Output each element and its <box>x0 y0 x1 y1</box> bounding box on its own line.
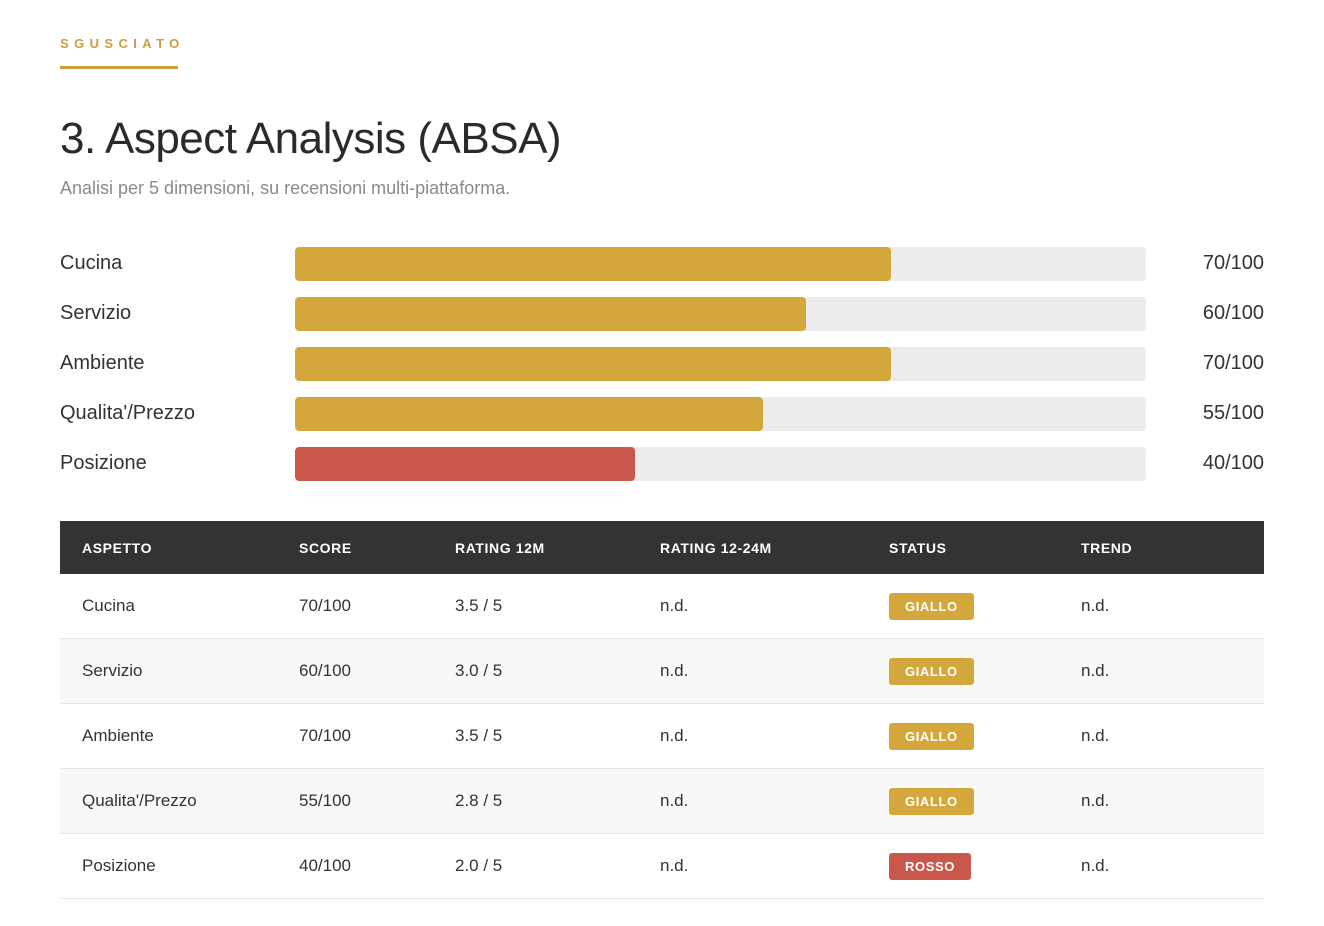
aspect-bar-track <box>295 247 1146 281</box>
table-row: Ambiente 70/100 3.5 / 5 n.d. GIALLO n.d. <box>60 703 1264 769</box>
aspect-bar-label: Posizione <box>60 452 147 474</box>
table-row: Qualita'/Prezzo 55/100 2.8 / 5 n.d. GIAL… <box>60 768 1264 834</box>
aspect-bar-label: Ambiente <box>60 352 145 374</box>
cell-score: 55/100 <box>277 768 433 834</box>
page-title: 3. Aspect Analysis (ABSA) <box>60 114 562 163</box>
column-header-rating-12m: RATING 12M <box>455 539 545 556</box>
cell-aspetto: Qualita'/Prezzo <box>60 768 277 834</box>
cell-score: 40/100 <box>277 833 433 899</box>
cell-status: ROSSO <box>867 833 1059 899</box>
status-badge: GIALLO <box>889 592 974 620</box>
aspect-bar-list: Cucina 70/100 Servizio 60/100 Ambiente 7… <box>60 246 1264 496</box>
cell-score: 70/100 <box>277 574 433 639</box>
cell-aspetto: Servizio <box>60 638 277 704</box>
column-header-rating-12-24m: RATING 12-24M <box>660 539 772 556</box>
cell-rating-12-24m: n.d. <box>638 833 867 899</box>
aspect-table: ASPETTO SCORE RATING 12M RATING 12-24M S… <box>60 521 1264 899</box>
column-header-aspetto: ASPETTO <box>82 539 153 556</box>
aspect-bar-value: 40/100 <box>1202 452 1264 474</box>
aspect-bar-fill <box>295 447 636 481</box>
aspect-bar-value: 60/100 <box>1202 302 1264 324</box>
aspect-bar-track <box>295 397 1146 431</box>
cell-status: GIALLO <box>867 703 1059 769</box>
brand-name: SGUSCIATO <box>60 36 185 51</box>
aspect-bar-track <box>295 347 1146 381</box>
aspect-bar-label: Cucina <box>60 252 123 274</box>
aspect-bar-track <box>295 297 1146 331</box>
aspect-bar-row: Cucina 70/100 <box>60 246 1264 281</box>
aspect-bar-row: Qualita'/Prezzo 55/100 <box>60 396 1264 431</box>
table-row: Servizio 60/100 3.0 / 5 n.d. GIALLO n.d. <box>60 638 1264 704</box>
cell-rating-12m: 3.5 / 5 <box>433 574 638 639</box>
cell-rating-12m: 2.0 / 5 <box>433 833 638 899</box>
aspect-bar-label: Servizio <box>60 302 132 324</box>
cell-trend: n.d. <box>1059 833 1264 899</box>
aspect-bar-fill <box>295 247 891 281</box>
cell-rating-12-24m: n.d. <box>638 638 867 704</box>
column-header-status: STATUS <box>889 539 947 556</box>
aspect-bar-label: Qualita'/Prezzo <box>60 402 195 424</box>
status-badge: GIALLO <box>889 787 974 815</box>
cell-trend: n.d. <box>1059 574 1264 639</box>
cell-status: GIALLO <box>867 638 1059 704</box>
column-header-score: SCORE <box>299 539 352 556</box>
cell-status: GIALLO <box>867 768 1059 834</box>
cell-trend: n.d. <box>1059 638 1264 704</box>
table-row: Cucina 70/100 3.5 / 5 n.d. GIALLO n.d. <box>60 574 1264 639</box>
aspect-bar-row: Servizio 60/100 <box>60 296 1264 331</box>
aspect-bar-track <box>295 447 1146 481</box>
aspect-bar-fill <box>295 397 764 431</box>
table-row: Posizione 40/100 2.0 / 5 n.d. ROSSO n.d. <box>60 833 1264 899</box>
table-header-row: ASPETTO SCORE RATING 12M RATING 12-24M S… <box>60 521 1264 574</box>
aspect-bar-value: 55/100 <box>1202 402 1264 424</box>
cell-rating-12-24m: n.d. <box>638 768 867 834</box>
status-badge: ROSSO <box>889 852 971 880</box>
cell-aspetto: Posizione <box>60 833 277 899</box>
cell-rating-12m: 3.5 / 5 <box>433 703 638 769</box>
cell-aspetto: Cucina <box>60 574 277 639</box>
cell-trend: n.d. <box>1059 703 1264 769</box>
aspect-bar-value: 70/100 <box>1202 252 1264 274</box>
aspect-bar-fill <box>295 297 806 331</box>
aspect-bar-fill <box>295 347 891 381</box>
status-badge: GIALLO <box>889 657 974 685</box>
cell-rating-12-24m: n.d. <box>638 703 867 769</box>
cell-aspetto: Ambiente <box>60 703 277 769</box>
cell-rating-12m: 3.0 / 5 <box>433 638 638 704</box>
cell-rating-12-24m: n.d. <box>638 574 867 639</box>
cell-rating-12m: 2.8 / 5 <box>433 768 638 834</box>
page-subtitle: Analisi per 5 dimensioni, su recensioni … <box>60 178 511 198</box>
cell-status: GIALLO <box>867 574 1059 639</box>
aspect-bar-row: Posizione 40/100 <box>60 446 1264 481</box>
aspect-bar-value: 70/100 <box>1202 352 1264 374</box>
brand-underline <box>60 66 178 69</box>
column-header-trend: TREND <box>1081 539 1133 556</box>
aspect-bar-row: Ambiente 70/100 <box>60 346 1264 381</box>
cell-score: 60/100 <box>277 638 433 704</box>
status-badge: GIALLO <box>889 722 974 750</box>
cell-trend: n.d. <box>1059 768 1264 834</box>
cell-score: 70/100 <box>277 703 433 769</box>
